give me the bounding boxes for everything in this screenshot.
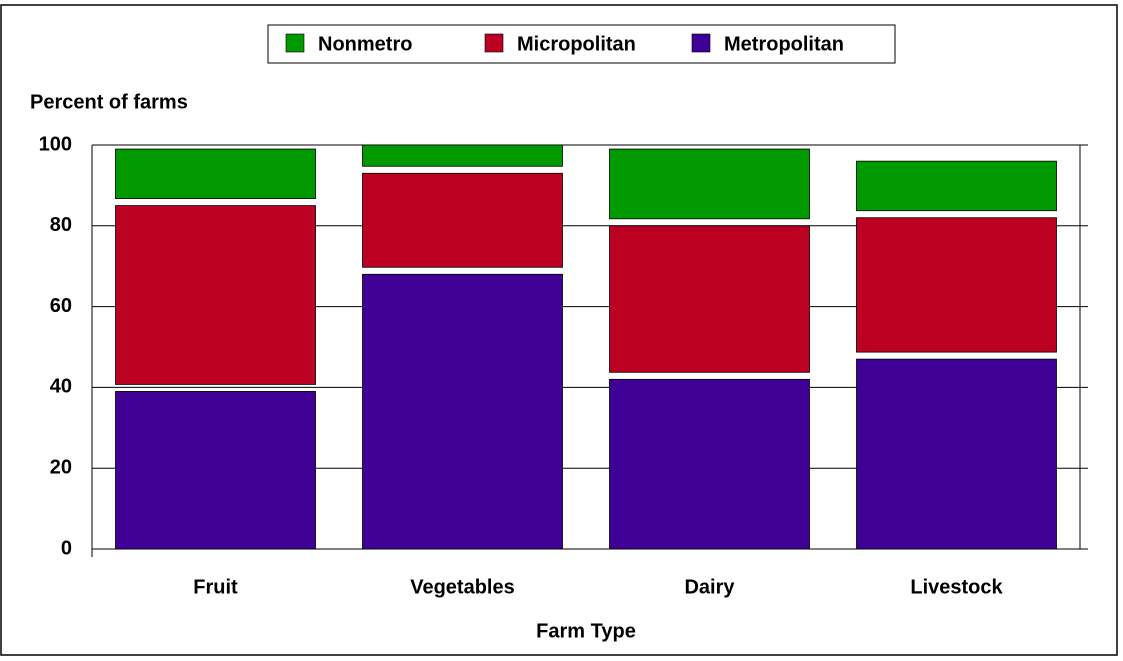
legend-swatch [484, 33, 504, 53]
frame [0, 4, 1118, 656]
y-tick-label: 20 [50, 456, 72, 478]
legend-label: Micropolitan [517, 33, 636, 55]
bar-segment [856, 160, 1057, 212]
bar-segment [609, 378, 810, 550]
x-tick-label: Fruit [193, 576, 238, 598]
x-tick-label: Dairy [684, 576, 735, 598]
bar-segment [115, 205, 316, 385]
x-axis-label: Farm Type [536, 620, 636, 642]
bar-segment [115, 391, 316, 550]
legend-label: Nonmetro [318, 33, 412, 55]
bar-segment [609, 225, 810, 373]
bar-segment [362, 172, 563, 268]
x-tick-label: Vegetables [410, 576, 515, 598]
legend-box [267, 24, 896, 64]
bar-segment [362, 273, 563, 550]
x-tick-label: Livestock [910, 576, 1003, 598]
bar-segment [362, 144, 563, 167]
y-tick-label: 60 [50, 295, 72, 317]
y-tick-label: 40 [50, 376, 72, 398]
bar-segment [856, 217, 1057, 353]
y-axis-label: Percent of farms [30, 91, 188, 113]
bar-segment [115, 148, 316, 199]
legend-swatch [285, 33, 305, 53]
bar-segment [609, 148, 810, 220]
bar-segment [856, 358, 1057, 550]
y-tick-label: 80 [50, 214, 72, 236]
legend-swatch [691, 33, 711, 53]
legend-label: Metropolitan [724, 33, 844, 55]
y-tick-label: 0 [61, 537, 72, 559]
y-tick-label: 100 [39, 133, 72, 155]
